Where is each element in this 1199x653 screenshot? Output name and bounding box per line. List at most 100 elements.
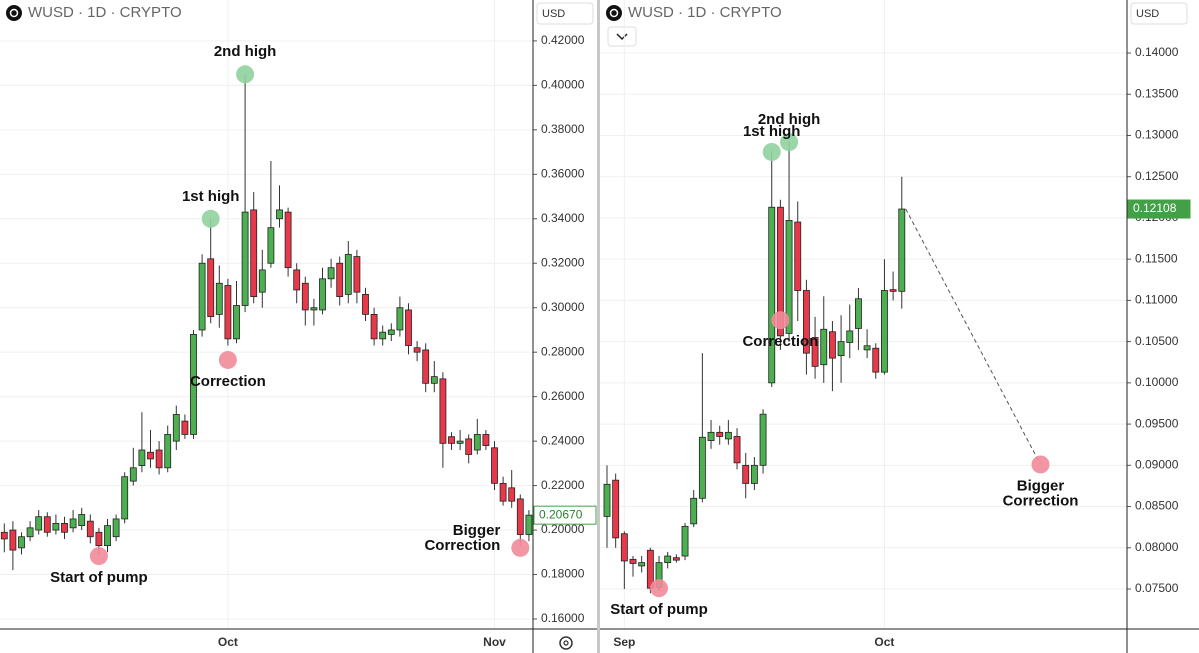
- y-tick-label: 0.09500: [1135, 416, 1179, 430]
- annotation-marker: [218, 350, 237, 369]
- candle-body: [716, 431, 724, 437]
- y-tick-label: 0.22000: [541, 478, 585, 492]
- candle-body: [86, 520, 94, 538]
- currency-button[interactable]: USD: [536, 2, 594, 25]
- candle-body: [768, 206, 776, 384]
- candle-body: [499, 482, 507, 502]
- logo-inner: [609, 8, 619, 18]
- candle-body: [319, 278, 326, 311]
- candle-body: [750, 464, 758, 484]
- last-price-label: 0.12108: [1133, 201, 1177, 215]
- annotation-marker: [1031, 455, 1050, 474]
- candle-body: [327, 267, 335, 280]
- y-tick-label: 0.18000: [541, 567, 585, 581]
- y-tick-label: 0.24000: [541, 433, 585, 447]
- last-price-tag: [1127, 199, 1191, 219]
- candle-body: [387, 329, 395, 335]
- candle-body: [155, 449, 163, 469]
- candle-body: [241, 211, 249, 306]
- y-tick-label: 0.08500: [1135, 499, 1179, 513]
- candle-body: [52, 522, 60, 531]
- candle-body: [733, 436, 741, 464]
- candle-body: [233, 305, 240, 340]
- annotation-label: Correction: [1003, 492, 1079, 509]
- candle-body: [785, 220, 793, 334]
- candle-body: [854, 298, 862, 329]
- y-tick-label: 0.11500: [1135, 251, 1178, 265]
- candle-body: [508, 487, 516, 502]
- candle-body: [26, 527, 34, 538]
- candle-body: [881, 290, 888, 373]
- candle-body: [465, 438, 473, 455]
- candle-body: [379, 331, 387, 340]
- candle-body: [898, 208, 906, 292]
- candle-body: [267, 227, 275, 264]
- candle-body: [690, 497, 698, 525]
- candle-body: [138, 449, 146, 466]
- candle-body: [828, 331, 836, 359]
- candle-body: [638, 562, 646, 567]
- annotation-label: Correction: [742, 333, 818, 350]
- candle-body: [35, 516, 43, 531]
- candle-body: [293, 269, 301, 291]
- annotation-label: Bigger: [453, 522, 501, 539]
- y-tick-label: 0.30000: [541, 300, 585, 314]
- candle-body: [0, 531, 8, 540]
- annotation-marker: [236, 65, 255, 84]
- candle-body: [207, 258, 215, 318]
- annotation-label: 1st high: [743, 123, 801, 140]
- logo-inner: [9, 8, 19, 18]
- annotation-label: Correction: [424, 537, 500, 554]
- candle-body: [301, 282, 309, 311]
- candle-body: [250, 209, 258, 298]
- currency-label: USD: [1136, 8, 1159, 20]
- candle-body: [344, 253, 352, 295]
- candle-body: [802, 290, 810, 354]
- y-tick-label: 0.13000: [1135, 128, 1179, 142]
- candle-body: [43, 516, 51, 533]
- y-tick-label: 0.14000: [1135, 45, 1179, 59]
- candle-body: [258, 269, 266, 293]
- candle-body: [742, 464, 750, 484]
- candle-body: [794, 221, 802, 291]
- y-tick-label: 0.34000: [541, 211, 585, 225]
- currency-box: [1130, 2, 1188, 25]
- candle-body: [603, 483, 611, 517]
- y-tick-label: 0.16000: [541, 611, 585, 625]
- gear-center: [563, 640, 569, 646]
- candle-body: [612, 479, 620, 539]
- settings-button[interactable]: [559, 636, 573, 650]
- x-tick-label: Oct: [218, 635, 238, 649]
- candle-body: [172, 414, 180, 442]
- annotation-label: 1st high: [182, 188, 240, 205]
- candle-body: [164, 434, 172, 469]
- y-tick-label: 0.13500: [1135, 86, 1179, 100]
- candle-body: [69, 518, 77, 529]
- candle-body: [698, 436, 706, 499]
- candle-body: [121, 476, 129, 520]
- candle-body: [181, 420, 189, 435]
- chevron-icon: [616, 33, 628, 41]
- y-tick-label: 0.26000: [541, 389, 585, 403]
- panel-divider: [597, 0, 600, 653]
- annotation-label: Start of pump: [610, 601, 708, 618]
- y-tick-label: 0.08000: [1135, 540, 1179, 554]
- x-tick-label: Nov: [483, 635, 506, 649]
- candle-body: [61, 522, 68, 533]
- y-tick-label: 0.36000: [541, 166, 585, 180]
- currency-button[interactable]: USD: [1130, 2, 1188, 25]
- y-tick-label: 0.40000: [541, 78, 585, 92]
- candle-body: [620, 533, 628, 562]
- candle-body: [336, 262, 344, 298]
- candle-body: [284, 211, 292, 269]
- candle-body: [224, 285, 232, 340]
- candle-body: [681, 525, 689, 557]
- candle-body: [405, 309, 412, 346]
- y-tick-label: 0.42000: [541, 33, 585, 47]
- gear-icon: [559, 636, 573, 650]
- dropdown-button[interactable]: [607, 26, 637, 47]
- candle-body: [846, 330, 854, 343]
- candle-body: [491, 447, 498, 484]
- y-tick-label: 0.20000: [541, 522, 585, 536]
